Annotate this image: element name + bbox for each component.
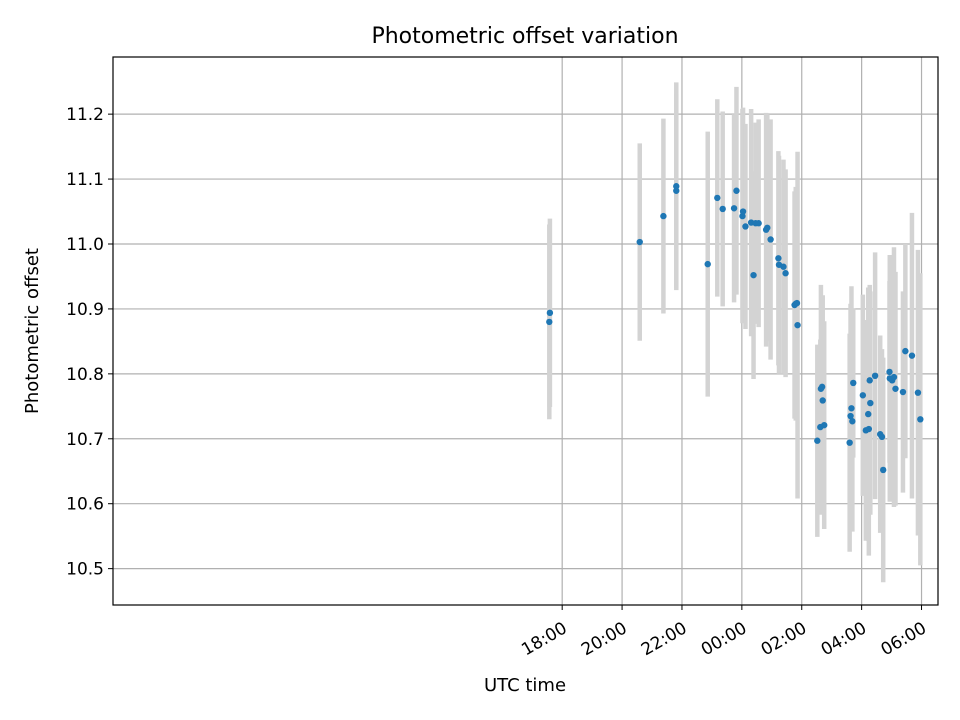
data-point (704, 260, 711, 268)
data-point (673, 187, 680, 194)
data-point (846, 439, 853, 446)
x-tick-label: 06:00 (878, 618, 930, 660)
y-tick-label: 10.5 (66, 560, 104, 580)
data-point (755, 220, 762, 227)
x-tick-label: 04:00 (818, 618, 870, 660)
data-point (886, 368, 893, 376)
y-axis-label: Photometric offset (22, 248, 43, 414)
data-points (546, 183, 924, 474)
data-point (775, 255, 782, 262)
x-tick-label: 02:00 (758, 618, 810, 660)
data-point (750, 271, 757, 279)
data-point (660, 212, 667, 220)
y-tick-label: 11.2 (66, 105, 104, 125)
data-point (865, 425, 873, 433)
x-tick-label: 18:00 (518, 618, 570, 660)
data-point (546, 309, 554, 317)
data-point (546, 318, 553, 326)
data-point (818, 383, 826, 391)
x-tick-label: 20:00 (578, 618, 630, 660)
data-point (814, 437, 821, 444)
plot-frame (112, 56, 939, 606)
data-point (850, 379, 857, 387)
y-tick-label: 11.0 (66, 235, 104, 255)
data-point (673, 183, 680, 190)
data-point (908, 352, 916, 359)
grid-lines (113, 57, 938, 605)
data-point (821, 421, 828, 429)
error-bars (547, 82, 923, 583)
data-point (890, 373, 898, 381)
data-point (636, 238, 643, 246)
x-axis-ticks: 18:00 20:00 22:00 00:00 02:00 04:00 06:00 (518, 605, 930, 660)
data-point (794, 321, 801, 329)
data-point (865, 410, 872, 418)
data-point (914, 389, 922, 396)
data-point (733, 187, 740, 194)
data-point (767, 236, 774, 243)
data-point (793, 299, 801, 307)
data-point (859, 392, 867, 399)
data-point (892, 385, 899, 392)
y-tick-label: 10.9 (66, 300, 104, 320)
data-point (719, 205, 726, 213)
data-point (848, 405, 855, 412)
data-point (780, 263, 787, 270)
data-point (714, 194, 721, 202)
y-axis-ticks: 10.5 10.6 10.7 10.8 10.9 11.0 11.1 11.2 (66, 105, 113, 580)
data-point (742, 223, 749, 230)
y-tick-label: 10.6 (66, 495, 104, 515)
data-point (899, 388, 907, 396)
data-point (819, 397, 826, 404)
x-tick-label: 22:00 (638, 618, 690, 660)
data-point (849, 418, 856, 425)
data-point (782, 270, 789, 277)
chart-title: Photometric offset variation (371, 24, 678, 49)
data-point (739, 208, 747, 215)
data-point (917, 416, 924, 423)
data-point (867, 399, 874, 407)
data-point (847, 412, 854, 420)
data-point (879, 466, 887, 474)
data-point (902, 347, 909, 355)
y-tick-label: 10.8 (66, 365, 104, 385)
x-tick-label: 00:00 (698, 618, 750, 660)
data-point (730, 205, 738, 212)
data-point (866, 377, 873, 384)
data-point (764, 224, 771, 231)
data-point (871, 372, 879, 380)
x-axis-label: UTC time (484, 675, 566, 696)
y-tick-label: 10.7 (66, 430, 104, 450)
y-tick-label: 11.1 (66, 170, 104, 190)
data-point (878, 433, 886, 441)
